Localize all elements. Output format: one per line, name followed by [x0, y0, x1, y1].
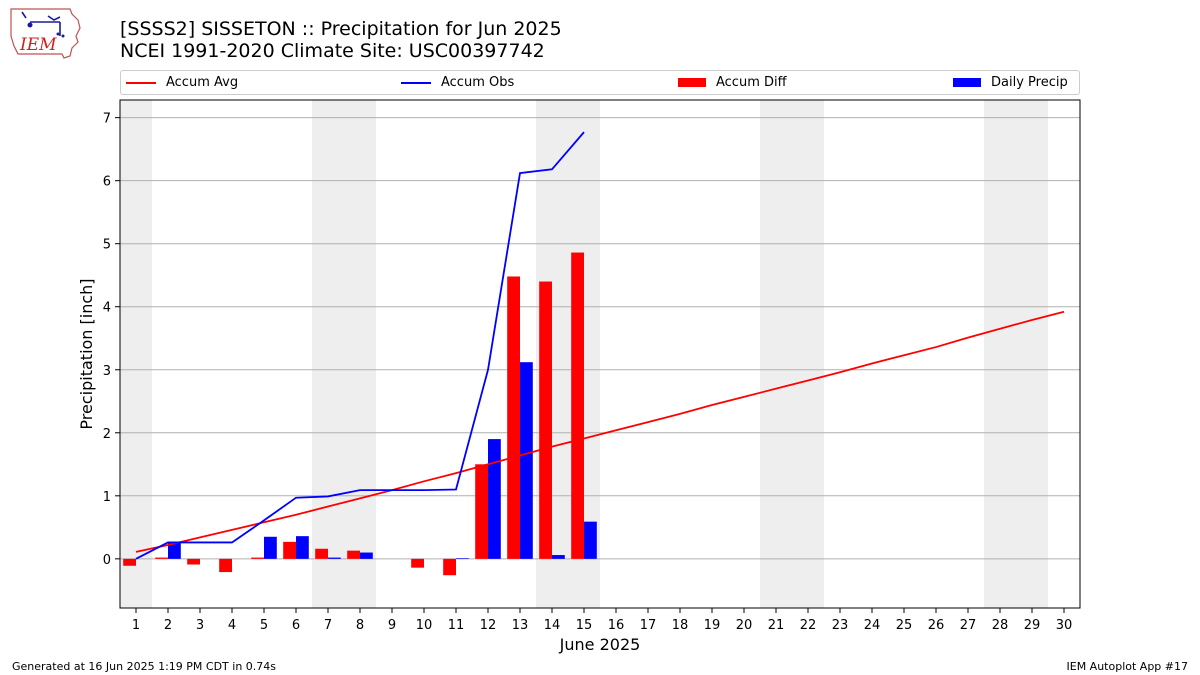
x-tick-label: 17: [640, 618, 657, 633]
x-tick-label: 6: [292, 618, 300, 633]
chart-title: [SSSS2] SISSETON :: Precipitation for Ju…: [120, 18, 562, 40]
accum-diff-bar: [123, 558, 136, 566]
accum-diff-bar: [219, 558, 232, 573]
legend-label: Accum Avg: [166, 75, 239, 90]
x-tick-label: 24: [864, 618, 881, 633]
legend-accum-obs: Accum Obs: [401, 71, 514, 94]
bars: [123, 252, 597, 576]
accum-diff-bar: [443, 558, 456, 576]
y-axis-label: Precipitation [inch]: [77, 278, 96, 429]
legend-label: Daily Precip: [991, 75, 1068, 90]
x-tick-label: 14: [544, 618, 561, 633]
legend-bar-swatch: [953, 78, 981, 87]
x-tick-label: 13: [512, 618, 529, 633]
accum-diff-bar: [155, 557, 168, 559]
legend-bar-swatch: [678, 78, 706, 87]
x-tick-label: 2: [164, 618, 172, 633]
daily-precip-bar: [584, 521, 597, 559]
y-tick-label: 3: [103, 364, 111, 379]
y-tick-label: 1: [103, 490, 111, 505]
daily-precip-bar: [552, 555, 565, 559]
daily-precip-bar: [488, 439, 501, 559]
y-tick-label: 5: [103, 238, 111, 253]
weekend-band: [984, 100, 1048, 608]
x-tick-label: 23: [832, 618, 849, 633]
daily-precip-bar: [520, 362, 533, 559]
x-tick-label: 9: [388, 618, 396, 633]
x-tick-label: 28: [992, 618, 1009, 633]
series-lines: [135, 131, 1065, 560]
weekend-band: [120, 100, 152, 608]
weekend-band: [760, 100, 824, 608]
x-tick-label: 8: [356, 618, 364, 633]
daily-precip-bar: [328, 557, 341, 559]
x-tick-label: 10: [416, 618, 433, 633]
gridlines: [120, 117, 1080, 560]
y-tick-label: 0: [103, 553, 111, 568]
chart-subtitle: NCEI 1991-2020 Climate Site: USC00397742: [120, 40, 545, 62]
plot-frame: [119, 99, 1081, 609]
x-tick-label: 15: [576, 618, 593, 633]
accum-diff-bar: [411, 558, 424, 568]
daily-precip-bar: [360, 552, 373, 559]
x-tick-label: 5: [260, 618, 268, 633]
x-axis-label: June 2025: [559, 635, 641, 654]
legend-label: Accum Diff: [716, 75, 787, 90]
accum-diff-bar: [283, 541, 296, 559]
generated-timestamp: Generated at 16 Jun 2025 1:19 PM CDT in …: [12, 660, 277, 673]
accum-diff-bar: [347, 550, 360, 559]
legend-accum-avg: Accum Avg: [126, 71, 238, 94]
y-tick-label: 6: [103, 175, 111, 190]
x-tick-label: 27: [960, 618, 977, 633]
weekend-band: [312, 100, 376, 608]
weekend-band: [536, 100, 600, 608]
x-tick-label: 7: [324, 618, 332, 633]
x-tick-label: 11: [448, 618, 465, 633]
x-tick-label: 12: [480, 618, 497, 633]
x-tick-label: 16: [608, 618, 625, 633]
y-tick-label: 2: [103, 427, 111, 442]
accum-diff-bar: [251, 557, 264, 559]
weekend-shading: [120, 100, 1048, 608]
legend-label: Accum Obs: [441, 75, 515, 90]
legend-daily-precip: Daily Precip: [953, 71, 1068, 94]
legend: Accum Avg Accum Obs Accum Diff Daily Pre…: [120, 70, 1080, 95]
x-tick-label: 29: [1024, 618, 1041, 633]
x-tick-label: 30: [1056, 618, 1073, 633]
iowa-map-icon: IEM: [10, 8, 81, 59]
x-tick-label: 25: [896, 618, 913, 633]
accum-diff-bar: [315, 548, 328, 559]
x-tick-label: 4: [228, 618, 236, 633]
x-tick-label: 20: [736, 618, 753, 633]
iem-logo: IEM: [8, 6, 82, 60]
accum-diff-bar: [475, 464, 488, 559]
x-tick-label: 26: [928, 618, 945, 633]
accum-diff-bar: [187, 558, 200, 565]
x-tick-label: 1: [132, 618, 140, 633]
accum-diff-bar: [571, 252, 584, 559]
x-tick-label: 18: [672, 618, 689, 633]
logo-text: IEM: [19, 35, 57, 55]
x-tick-label: 3: [196, 618, 204, 633]
y-tick-label: 4: [103, 301, 111, 316]
daily-precip-bar: [168, 542, 181, 559]
accum-avg-line: [135, 310, 1065, 553]
legend-accum-diff: Accum Diff: [678, 71, 787, 94]
x-tick-label: 19: [704, 618, 721, 633]
app-credit: IEM Autoplot App #17: [1066, 660, 1189, 673]
daily-precip-bar: [456, 558, 469, 559]
accum-diff-bar: [507, 276, 520, 559]
daily-precip-bar: [264, 536, 277, 559]
y-tick-label: 7: [103, 112, 111, 127]
x-tick-label: 22: [800, 618, 817, 633]
legend-line-swatch: [401, 81, 431, 84]
legend-line-swatch: [126, 81, 156, 84]
daily-precip-bar: [296, 536, 309, 559]
accum-diff-bar: [539, 281, 552, 559]
x-tick-label: 21: [768, 618, 785, 633]
accum-obs-line: [135, 131, 585, 560]
